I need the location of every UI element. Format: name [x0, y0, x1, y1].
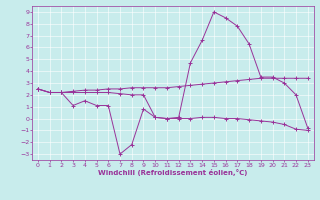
X-axis label: Windchill (Refroidissement éolien,°C): Windchill (Refroidissement éolien,°C) — [98, 169, 247, 176]
